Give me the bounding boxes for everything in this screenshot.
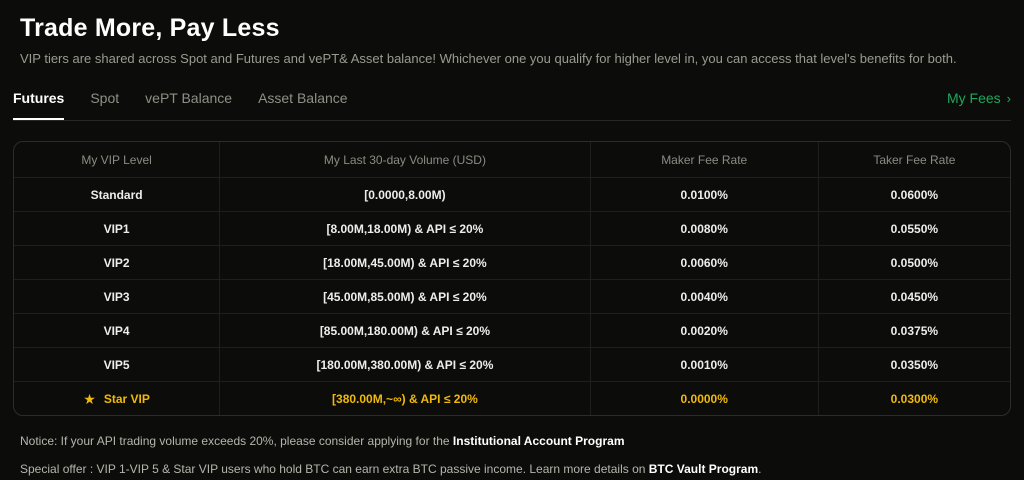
cell-taker-fee: 0.0300% [818,381,1010,415]
cell-volume: [18.00M,45.00M) & API ≤ 20% [220,245,591,279]
column-header-maker-fee: Maker Fee Rate [591,142,819,177]
column-header-volume: My Last 30-day Volume (USD) [220,142,591,177]
tabs: Futures Spot vePT Balance Asset Balance [13,82,348,120]
chevron-right-icon: › [1006,90,1011,106]
api-notice: Notice: If your API trading volume excee… [20,434,1004,448]
table-row[interactable]: ★VIP3 [45.00M,85.00M) & API ≤ 20% 0.0040… [14,279,1010,313]
api-notice-text: Notice: If your API trading volume excee… [20,434,453,448]
cell-volume: [45.00M,85.00M) & API ≤ 20% [220,279,591,313]
tab-vept-balance[interactable]: vePT Balance [145,90,233,106]
cell-vip-level: ★ Star VIP [14,381,221,415]
cell-vip-level: ★VIP2 [14,245,221,279]
table-row[interactable]: ★VIP4 [85.00M,180.00M) & API ≤ 20% 0.002… [14,313,1010,347]
cell-maker-fee: 0.0020% [590,313,819,347]
cell-volume: [180.00M,380.00M) & API ≤ 20% [220,347,591,381]
institutional-account-program-link[interactable]: Institutional Account Program [452,434,625,448]
cell-taker-fee: 0.0550% [818,211,1010,245]
cell-vip-level: ★Standard [14,177,221,211]
tab-futures[interactable]: Futures [13,82,65,120]
cell-taker-fee: 0.0600% [818,177,1010,211]
special-offer-text: Special offer : VIP 1-VIP 5 & Star VIP u… [20,462,649,476]
vip-fee-table: My VIP Level My Last 30-day Volume (USD)… [13,141,1011,416]
tab-asset-balance[interactable]: Asset Balance [258,90,348,106]
page-header: Trade More, Pay Less VIP tiers are share… [13,0,1011,66]
special-offer-notice: Special offer : VIP 1-VIP 5 & Star VIP u… [20,462,762,476]
tab-spot[interactable]: Spot [90,90,120,106]
table-row[interactable]: ★VIP5 [180.00M,380.00M) & API ≤ 20% 0.00… [14,347,1010,381]
cell-maker-fee: 0.0100% [590,177,819,211]
btc-vault-program-link[interactable]: BTC Vault Program [648,462,759,476]
cell-maker-fee: 0.0010% [590,347,819,381]
cell-vip-level: ★VIP3 [14,279,221,313]
page-title: Trade More, Pay Less [20,14,280,42]
table-row[interactable]: ★VIP1 [8.00M,18.00M) & API ≤ 20% 0.0080%… [14,211,1010,245]
page-subtitle: VIP tiers are shared across Spot and Fut… [20,51,957,66]
column-header-vip-level: My VIP Level [14,142,221,177]
table-body: ★Standard [0.0000,8.00M) 0.0100% 0.0600%… [14,177,1010,415]
table-row[interactable]: ★ Star VIP [380.00M,~∞) & API ≤ 20% 0.000… [14,381,1010,415]
cell-volume: [380.00M,~∞) & API ≤ 20% [220,381,591,415]
table-row[interactable]: ★VIP2 [18.00M,45.00M) & API ≤ 20% 0.0060… [14,245,1010,279]
cell-maker-fee: 0.0000% [590,381,819,415]
column-header-taker-fee: Taker Fee Rate [873,152,956,167]
cell-vip-level: ★VIP4 [14,313,221,347]
table-header-row: My VIP Level My Last 30-day Volume (USD)… [14,142,1010,177]
cell-taker-fee: 0.0450% [818,279,1010,313]
star-icon: ★ [83,390,96,407]
cell-volume: [0.0000,8.00M) [220,177,591,211]
cell-vip-level: ★VIP1 [14,211,221,245]
cell-taker-fee: 0.0375% [818,313,1010,347]
tab-bar: Futures Spot vePT Balance Asset Balance … [13,82,1011,121]
cell-vip-level: ★VIP5 [14,347,221,381]
cell-maker-fee: 0.0040% [590,279,819,313]
cell-taker-fee: 0.0500% [818,245,1010,279]
table-row[interactable]: ★Standard [0.0000,8.00M) 0.0100% 0.0600% [14,177,1010,211]
notices: Notice: If your API trading volume excee… [13,416,1011,476]
my-fees-link[interactable]: My Fees › [947,90,1011,120]
cell-volume: [85.00M,180.00M) & API ≤ 20% [220,313,591,347]
cell-maker-fee: 0.0060% [590,245,819,279]
cell-maker-fee: 0.0080% [590,211,819,245]
cell-volume: [8.00M,18.00M) & API ≤ 20% [220,211,591,245]
cell-taker-fee: 0.0350% [818,347,1010,381]
my-fees-label: My Fees [946,90,1001,106]
